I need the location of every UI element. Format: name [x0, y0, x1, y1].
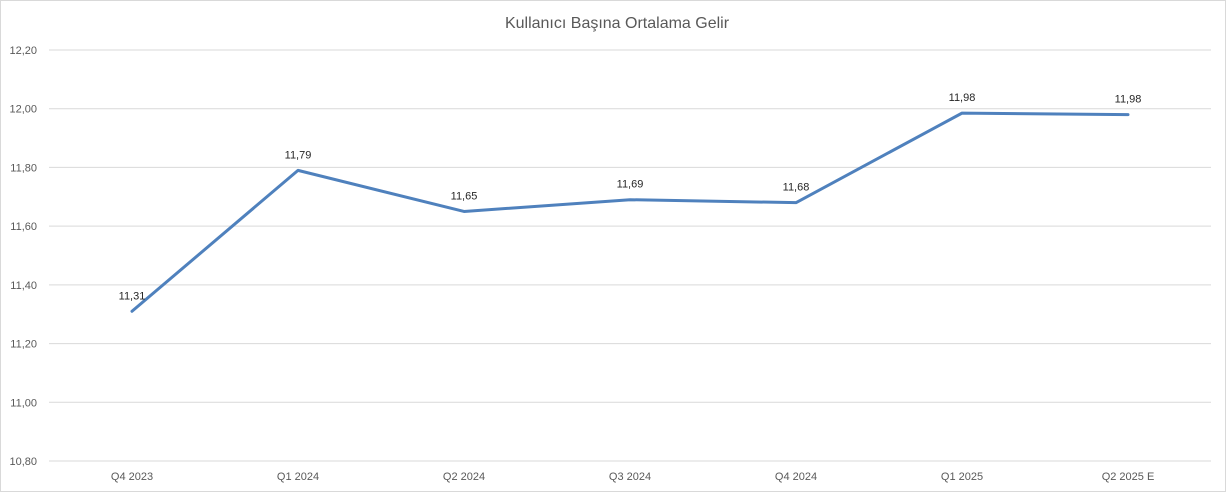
y-tick-label: 11,00 — [10, 397, 37, 409]
data-label: 11,65 — [451, 190, 478, 202]
x-tick-label: Q3 2024 — [609, 471, 651, 483]
data-labels: 11,31 11,79 11,65 11,69 11,68 11,98 11,98 — [119, 92, 1142, 302]
y-tick-label: 11,40 — [10, 280, 37, 292]
y-tick-label: 10,80 — [9, 456, 37, 468]
y-axis-ticks: 10,80 11,00 11,20 11,40 11,60 11,80 12,00 12,20 — [9, 45, 37, 468]
x-tick-label: Q2 2025 E — [1102, 471, 1155, 483]
y-tick-label: 11,80 — [10, 162, 37, 174]
data-label: 11,79 — [285, 149, 312, 161]
data-label: 11,98 — [1115, 94, 1142, 106]
data-label: 11,69 — [617, 179, 644, 191]
y-tick-label: 11,60 — [10, 221, 37, 233]
series-line — [130, 111, 1130, 313]
x-tick-label: Q4 2023 — [111, 471, 153, 483]
x-tick-label: Q1 2024 — [277, 471, 319, 483]
x-axis-ticks: Q4 2023 Q1 2024 Q2 2024 Q3 2024 Q4 2024 Q1 20… — [111, 471, 1154, 483]
x-tick-label: Q4 2024 — [775, 471, 817, 483]
y-tick-label: 12,00 — [9, 104, 37, 116]
y-tick-label: 11,20 — [10, 339, 37, 351]
data-label: 11,98 — [949, 92, 976, 104]
y-tick-label: 12,20 — [9, 45, 37, 57]
chart-title: Kullanıcı Başına Ortalama Gelir — [505, 15, 730, 32]
gridlines — [49, 49, 1211, 462]
x-tick-label: Q1 2025 — [941, 471, 983, 483]
series-layer — [130, 111, 1130, 313]
data-label: 11,31 — [119, 290, 146, 302]
data-label: 11,68 — [783, 182, 810, 194]
x-tick-label: Q2 2024 — [443, 471, 485, 483]
